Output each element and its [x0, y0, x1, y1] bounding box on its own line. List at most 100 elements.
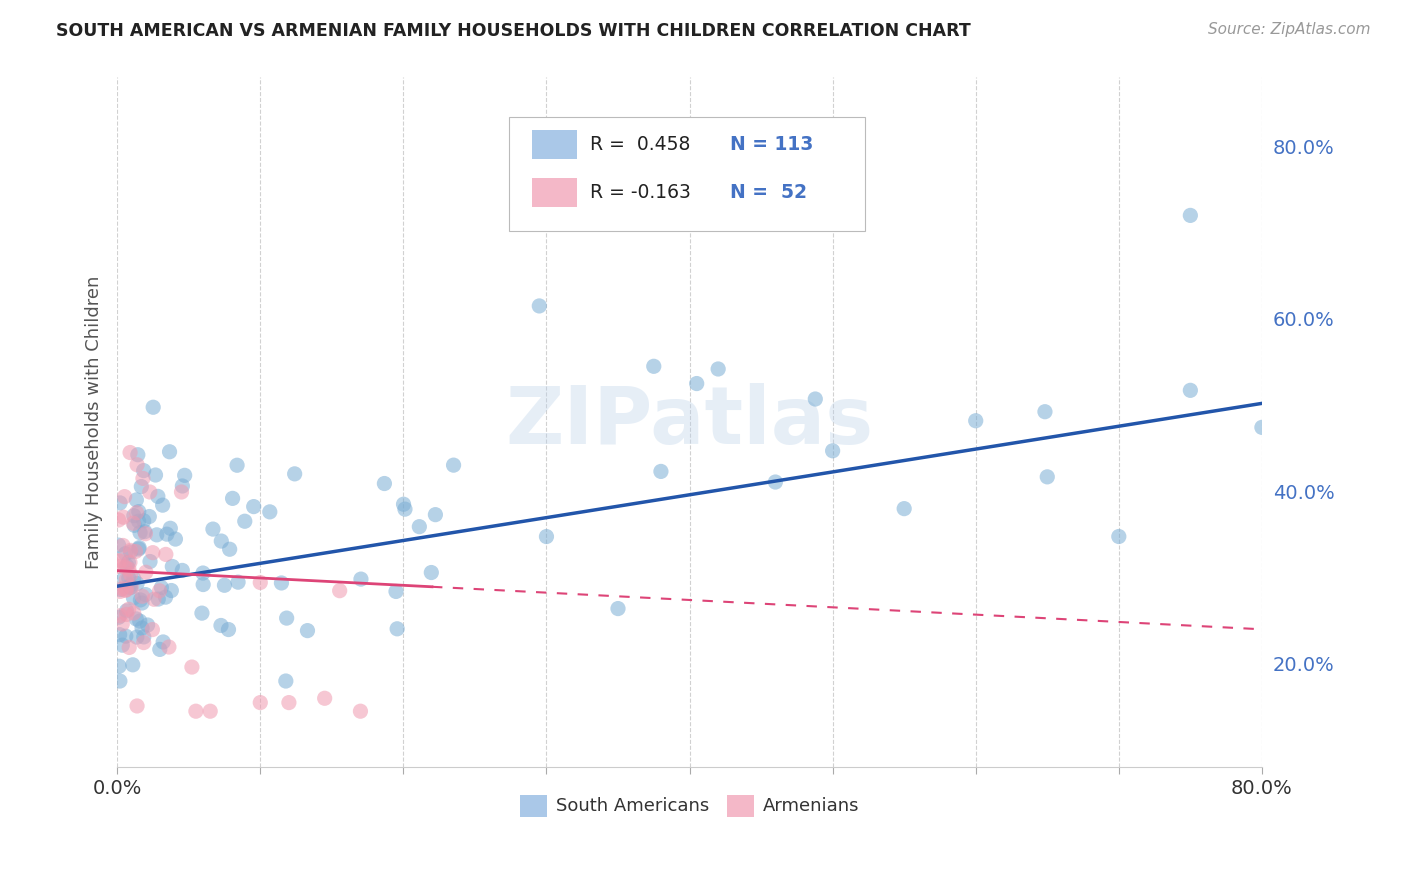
Point	[157, 640, 180, 654]
Point	[127, 458, 149, 472]
Point	[145, 468, 167, 483]
Point	[218, 542, 240, 557]
Point	[120, 545, 142, 559]
Point	[125, 612, 148, 626]
Point	[284, 467, 307, 481]
Point	[108, 628, 131, 642]
Point	[132, 630, 155, 644]
Point	[392, 497, 415, 511]
Point	[443, 458, 465, 472]
Point	[134, 524, 156, 539]
Text: SOUTH AMERICAN VS ARMENIAN FAMILY HOUSEHOLDS WITH CHILDREN CORRELATION CHART: SOUTH AMERICAN VS ARMENIAN FAMILY HOUSEH…	[56, 22, 972, 40]
Point	[1251, 420, 1274, 434]
Point	[118, 571, 141, 585]
Point	[128, 614, 150, 628]
Point	[529, 299, 551, 313]
Point	[233, 514, 256, 528]
Point	[115, 558, 138, 573]
Point	[156, 527, 179, 541]
Point	[1180, 384, 1202, 398]
Point	[131, 589, 153, 603]
Point	[107, 513, 129, 527]
Point	[277, 696, 299, 710]
Point	[125, 698, 148, 713]
Text: R = -0.163: R = -0.163	[591, 183, 690, 202]
Point	[110, 553, 132, 567]
Point	[122, 606, 145, 620]
Point	[125, 492, 148, 507]
Point	[107, 554, 129, 568]
Point	[159, 521, 181, 535]
Point	[111, 538, 134, 552]
Point	[125, 630, 148, 644]
Point	[121, 657, 143, 672]
Point	[270, 576, 292, 591]
Point	[108, 673, 131, 688]
Point	[650, 464, 672, 478]
Point	[893, 501, 915, 516]
Point	[117, 555, 139, 569]
Text: R =  0.458: R = 0.458	[591, 135, 690, 153]
Point	[111, 617, 134, 632]
Point	[607, 601, 630, 615]
Point	[142, 401, 165, 415]
Text: N = 113: N = 113	[730, 135, 813, 153]
Point	[132, 514, 155, 528]
Point	[131, 621, 153, 635]
Point	[152, 635, 174, 649]
Point	[408, 519, 430, 533]
Point	[643, 359, 665, 374]
Point	[184, 704, 207, 718]
Point	[420, 566, 443, 580]
Point	[115, 582, 138, 597]
Point	[120, 445, 142, 459]
Point	[173, 468, 195, 483]
Point	[209, 618, 232, 632]
Point	[108, 496, 131, 510]
Point	[110, 584, 132, 599]
Point	[139, 485, 162, 500]
Point	[162, 559, 184, 574]
Point	[373, 476, 395, 491]
Point	[148, 592, 170, 607]
Point	[136, 618, 159, 632]
Point	[120, 567, 142, 582]
Point	[425, 508, 447, 522]
Point	[1036, 470, 1059, 484]
Point	[329, 583, 352, 598]
Point	[131, 596, 153, 610]
Point	[160, 583, 183, 598]
Point	[172, 479, 194, 493]
Point	[249, 575, 271, 590]
Point	[131, 479, 153, 493]
Point	[115, 607, 138, 622]
Point	[110, 582, 132, 597]
Point	[112, 510, 135, 524]
Point	[112, 571, 135, 585]
Point	[132, 635, 155, 649]
Point	[191, 606, 214, 620]
Point	[385, 584, 408, 599]
Point	[125, 576, 148, 591]
Point	[122, 572, 145, 586]
Point	[394, 502, 416, 516]
Point	[108, 659, 131, 673]
Point	[129, 525, 152, 540]
Point	[141, 623, 163, 637]
Point	[221, 491, 243, 506]
Point	[124, 518, 146, 533]
Point	[118, 562, 141, 576]
Point	[127, 448, 149, 462]
Point	[120, 581, 142, 595]
Point	[804, 392, 827, 406]
Point	[128, 541, 150, 556]
Point	[1108, 529, 1130, 543]
Point	[145, 528, 167, 542]
Point	[107, 538, 129, 552]
Point	[118, 602, 141, 616]
Point	[686, 376, 709, 391]
Point	[143, 592, 166, 607]
Point	[132, 471, 155, 485]
Point	[107, 559, 129, 574]
Point	[218, 623, 240, 637]
